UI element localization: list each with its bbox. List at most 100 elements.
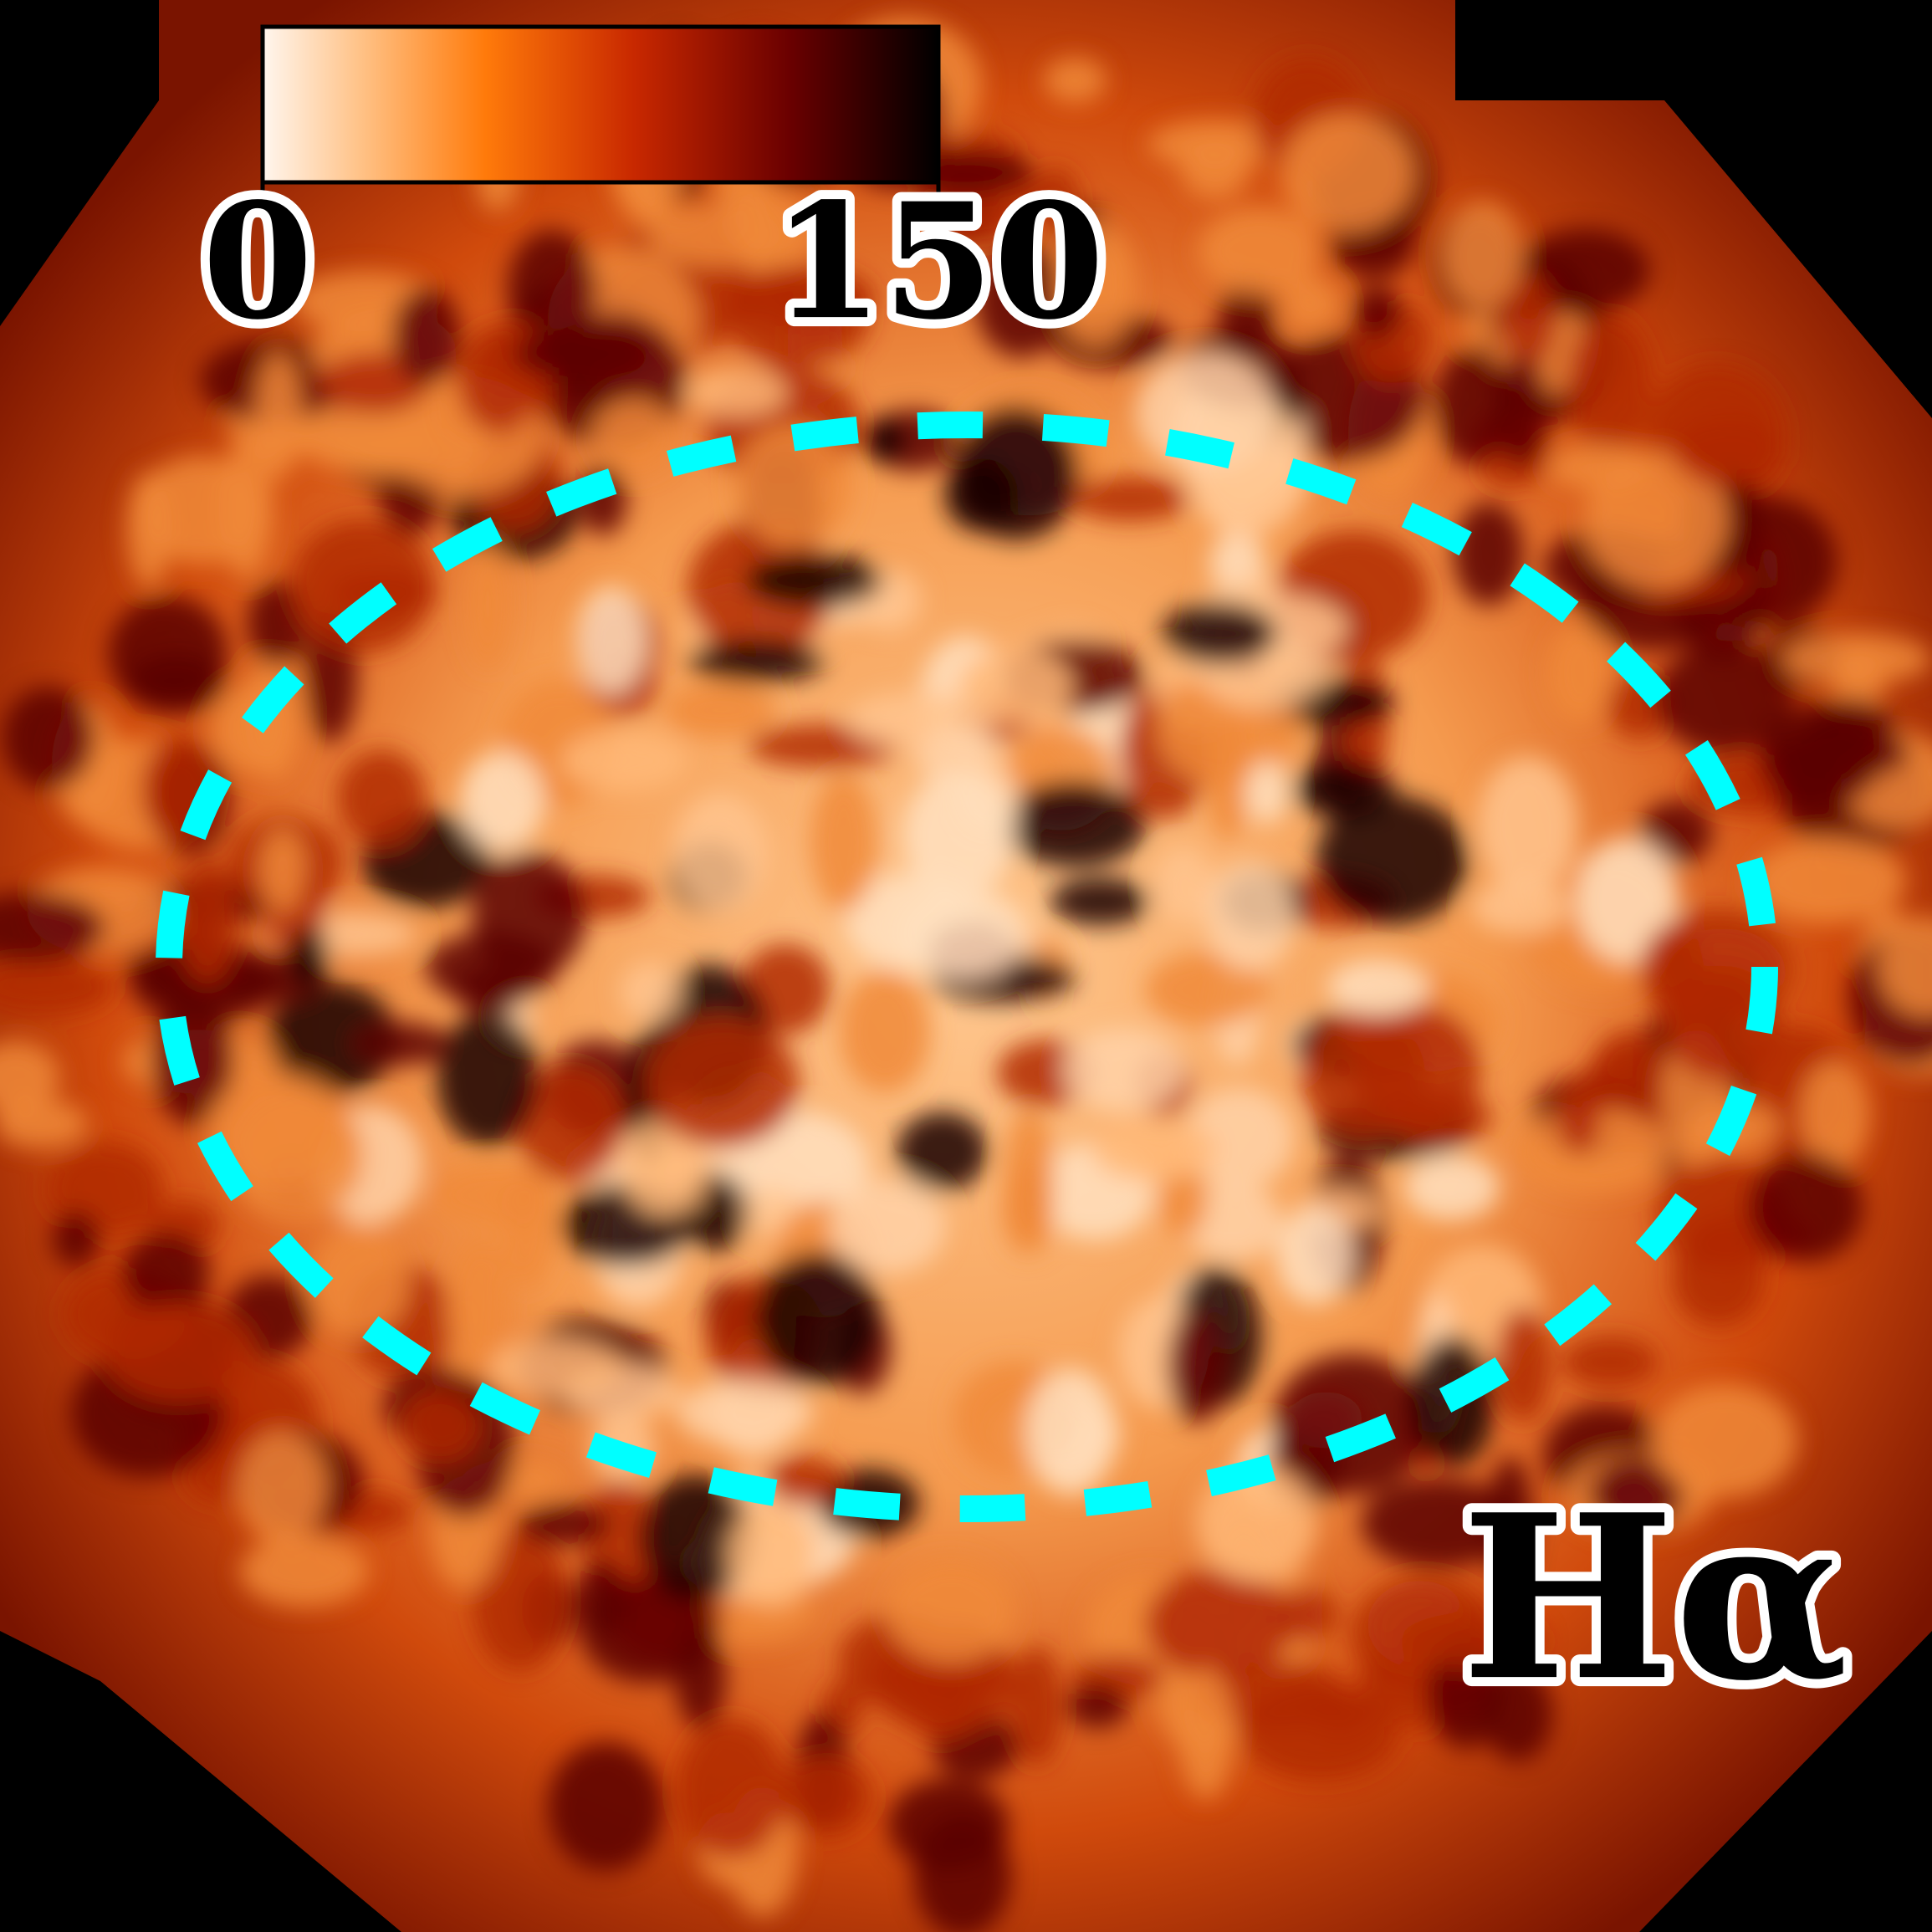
emission-knot [0,1040,60,1115]
emission-knot [902,771,1015,898]
emission-knot [1184,1182,1283,1262]
emission-knot [459,751,545,851]
emission-knot [1494,356,1548,467]
emission-knot [1500,273,1556,365]
emission-knot [1673,418,1786,486]
emission-knot [1434,348,1512,465]
emission-knot [896,887,1026,979]
emission-knot [513,329,650,379]
emission-knots [0,17,1932,1932]
colorbar-min: 0 [202,168,313,355]
emission-knot [1352,1004,1482,1134]
emission-knot [685,368,788,417]
emission-knot [735,424,851,549]
emission-knot [1185,1087,1294,1189]
emission-knot [1280,114,1414,233]
emission-knot [638,1475,753,1602]
emission-knot [959,648,1074,725]
emission-knot [621,1119,708,1217]
emission-knot [1198,207,1321,294]
emission-knot [351,1022,452,1066]
emission-knot [514,1064,625,1183]
emission-knot [1030,167,1079,229]
emission-knot [1066,1683,1129,1729]
emission-knot [916,728,999,786]
emission-knot [472,1530,569,1672]
emission-knot [336,749,427,847]
emission-knot [1161,602,1278,665]
emission-knot [673,793,769,912]
emission-knot [1361,1478,1518,1569]
emission-knot [1280,276,1341,332]
emission-knot [1747,1152,1863,1262]
emission-knot [745,553,882,609]
emission-knot [452,967,527,1015]
emission-knot [2,686,95,790]
emission-knot [810,773,877,912]
emission-knot [107,595,228,713]
emission-knot [1245,760,1289,824]
emission-knot [896,1112,989,1192]
emission-knot [1568,315,1653,456]
emission-knot [1561,1336,1658,1388]
emission-knot [1352,285,1402,339]
emission-knot [290,519,434,652]
emission-knot [240,1535,370,1607]
emission-knot [839,970,931,1093]
emission-knot [309,1224,410,1337]
emission-knot [620,962,680,1022]
emission-knot [1002,1164,1055,1255]
emission-knot [1167,1308,1228,1424]
emission-knot [1274,1587,1339,1641]
emission-knot [1557,1073,1600,1155]
emission-knot [1583,451,1729,590]
emission-knot [1655,641,1794,754]
emission-knot [286,927,330,986]
emission-knot [1751,837,1906,924]
emission-knot [0,892,105,963]
emission-knot [1575,837,1679,963]
emission-knot [1771,725,1910,780]
emission-knot [255,351,302,481]
emission-knot [829,1178,947,1274]
emission-knot [1055,222,1136,346]
emission-knot [728,266,876,327]
emission-knot [1442,201,1523,309]
emission-knot [1639,800,1713,866]
emission-knot [1145,1568,1293,1680]
emission-knot [676,1719,786,1859]
emission-knot [1043,57,1107,104]
emission-knot [754,1252,881,1387]
emission-knot [576,1559,627,1635]
emission-knot [507,229,596,349]
emission-knot [1781,633,1931,685]
emission-knot [218,438,274,579]
emission-knot [1002,780,1147,867]
emission-knot [1204,861,1296,972]
emission-knot [1316,795,1469,925]
emission-knot [471,851,586,979]
emission-knot [975,244,1068,358]
emission-knot [1327,958,1429,1015]
emission-knot [674,1628,727,1729]
emission-knot [1470,878,1569,935]
emission-knot [1091,1117,1217,1183]
emission-knot [1495,1307,1551,1423]
emission-knot [1399,1613,1544,1669]
emission-knot [548,1741,664,1872]
emission-knot [103,1301,257,1403]
emission-knot [1477,756,1578,896]
emission-knot [437,1010,539,1147]
emission-knot [391,287,461,386]
emission-knot [1652,1383,1797,1498]
emission-knot [1178,1668,1234,1800]
emission-knot [1275,1207,1353,1306]
emission-knot [1292,760,1396,819]
emission-knot [576,586,647,695]
emission-knot [1453,502,1524,606]
emission-knot [1878,917,1932,1017]
emission-knot [487,1337,622,1398]
emission-knot [1050,877,1151,926]
